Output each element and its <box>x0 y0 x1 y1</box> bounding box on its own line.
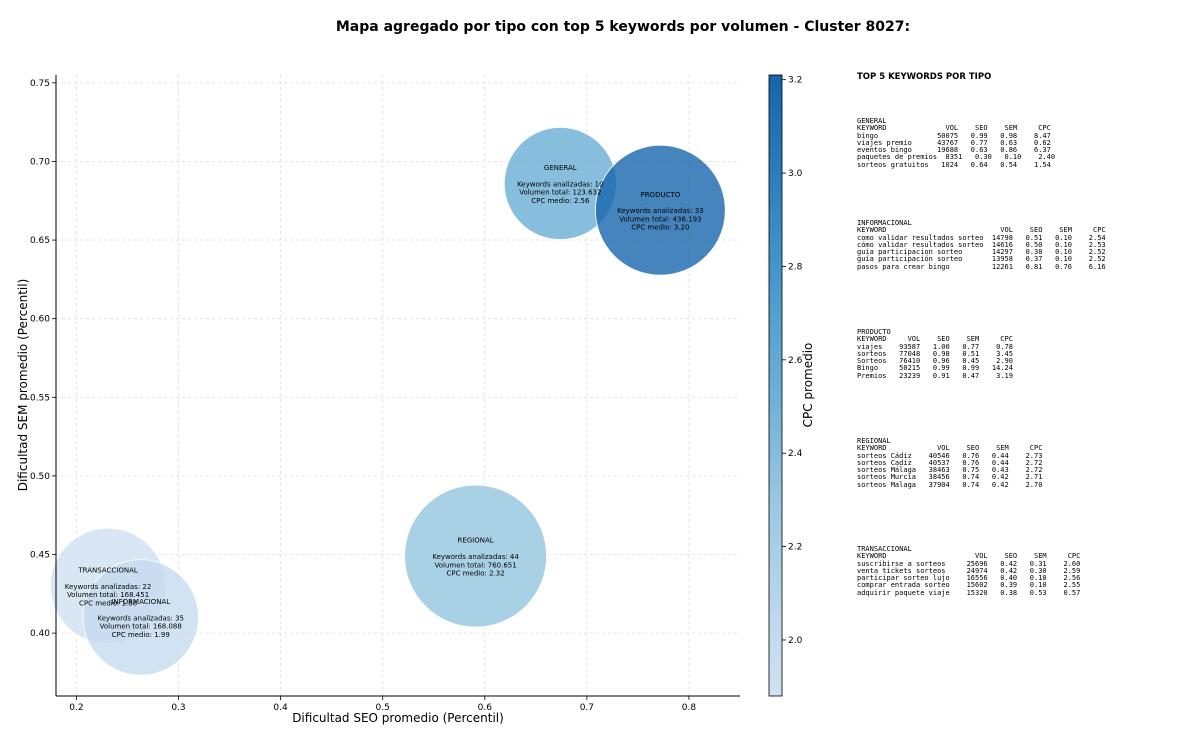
colorbar-tick-label: 2.0 <box>788 636 803 646</box>
keyword-group-informacional: INFORMACIONAL KEYWORD VOL SEO SEM CPC co… <box>857 219 1106 271</box>
keyword-table-transaccional: TRANSACCIONAL KEYWORD VOL SEO SEM CPC su… <box>857 545 1081 597</box>
y-axis-label: Dificultad SEM promedio (Percentil) <box>16 279 30 492</box>
chart-title: Mapa agregado por tipo con top 5 keyword… <box>336 19 910 35</box>
x-tick-label: 0.5 <box>376 703 390 713</box>
y-tick-label: 0.75 <box>30 79 50 89</box>
bubble-label-regional: Keywords analizadas: 44 <box>432 553 519 561</box>
colorbar-gradient <box>768 74 783 697</box>
bubble-label-producto: Volumen total: 436.193 <box>619 215 701 223</box>
colorbar-tick-label: 3.0 <box>788 169 803 179</box>
bubble-label-regional: CPC medio: 2.32 <box>446 569 504 577</box>
bubble-label-general: GENERAL <box>544 164 577 172</box>
y-tick-label: 0.70 <box>30 157 50 167</box>
bubble-label-informacional: Volumen total: 168.088 <box>100 623 182 631</box>
keyword-table-informacional: INFORMACIONAL KEYWORD VOL SEO SEM CPC co… <box>857 219 1106 271</box>
x-tick-label: 0.3 <box>171 703 185 713</box>
y-tick-label: 0.40 <box>30 629 50 639</box>
keyword-table-producto: PRODUCTO KEYWORD VOL SEO SEM CPC viajes … <box>857 328 1013 380</box>
colorbar: 2.0 2.2 2.4 2.6 2.8 3.0 3.2 <box>768 74 803 697</box>
bubble-layer <box>49 126 726 676</box>
colorbar-tick-label: 2.8 <box>788 262 803 272</box>
axes: 0.2 0.3 0.4 0.5 0.6 0.7 0.8 0.40 0.45 0.50 0.55 0.6… <box>30 75 740 713</box>
bubble-label-informacional: Keywords analizadas: 35 <box>97 614 184 622</box>
y-tick-label: 0.55 <box>30 393 50 403</box>
bubble-label-producto: Keywords analizadas: 33 <box>617 207 704 215</box>
x-tick-label: 0.4 <box>273 703 288 713</box>
bubble-label-transaccional: CPC medio: 1.88 <box>79 599 137 607</box>
keyword-panel-title: TOP 5 KEYWORDS POR TIPO <box>857 72 992 82</box>
x-tick-label: 0.8 <box>682 703 697 713</box>
y-tick-label: 0.65 <box>30 236 50 246</box>
y-tick-label: 0.45 <box>30 551 50 561</box>
bubble-regional <box>404 484 547 628</box>
keyword-table-general: GENERAL KEYWORD VOL SEO SEM CPC bingo 50… <box>857 117 1056 169</box>
y-tick-label: 0.60 <box>30 315 50 325</box>
colorbar-tick-label: 2.2 <box>788 543 802 553</box>
keyword-group-producto: PRODUCTO KEYWORD VOL SEO SEM CPC viajes … <box>857 328 1013 380</box>
x-tick-label: 0.2 <box>69 703 83 713</box>
bubble-label-general: Volumen total: 123.632 <box>519 189 601 197</box>
bubble-label-general: CPC medio: 2.56 <box>531 197 590 205</box>
bubble-label-transaccional: TRANSACCIONAL <box>77 567 137 575</box>
bubble-label-producto: PRODUCTO <box>640 191 680 199</box>
bubble-label-regional: REGIONAL <box>457 537 493 545</box>
keyword-group-transaccional: TRANSACCIONAL KEYWORD VOL SEO SEM CPC su… <box>857 545 1081 597</box>
bubble-producto <box>595 144 726 276</box>
bubble-label-transaccional: Volumen total: 168.451 <box>67 591 149 599</box>
colorbar-tick-label: 2.6 <box>788 356 803 366</box>
keyword-group-general: GENERAL KEYWORD VOL SEO SEM CPC bingo 50… <box>857 117 1056 169</box>
bubble-label-informacional: CPC medio: 1.99 <box>112 631 170 639</box>
bubble-label-general: Keywords analizadas: 10 <box>517 180 604 188</box>
keyword-table-regional: REGIONAL KEYWORD VOL SEO SEM CPC sorteos… <box>857 437 1043 489</box>
y-tick-label: 0.50 <box>30 472 50 482</box>
colorbar-tick-label: 3.2 <box>788 76 802 86</box>
keyword-group-regional: REGIONAL KEYWORD VOL SEO SEM CPC sorteos… <box>857 437 1043 489</box>
bubble-label-informacional: INFORMACIONAL <box>111 598 170 606</box>
x-axis-label: Dificultad SEO promedio (Percentil) <box>292 711 504 725</box>
bubble-label-transaccional: Keywords analizadas: 22 <box>65 583 152 591</box>
x-tick-label: 0.6 <box>478 703 493 713</box>
bubble-label-regional: Volumen total: 760.651 <box>434 561 516 569</box>
bubble-informacional <box>82 559 199 676</box>
x-tick-label: 0.7 <box>580 703 594 713</box>
colorbar-tick-label: 2.4 <box>788 449 803 459</box>
keyword-panel: TOP 5 KEYWORDS POR TIPO GENERAL KEYWORD … <box>857 72 1187 596</box>
bubble-label-producto: CPC medio: 3.20 <box>631 224 689 232</box>
colorbar-label: CPC promedio <box>801 343 815 428</box>
